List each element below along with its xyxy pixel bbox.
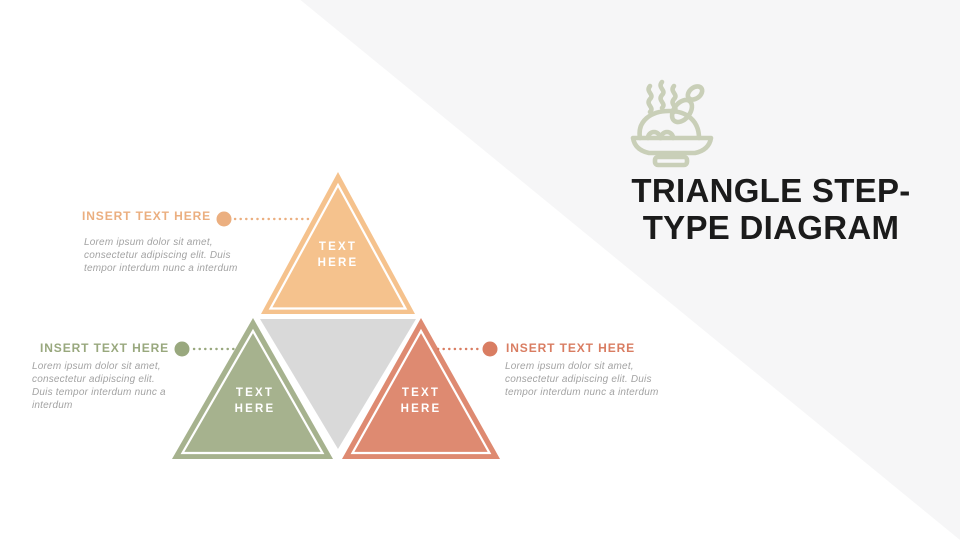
bottom-left-triangle-shape[interactable] bbox=[172, 318, 333, 459]
slide-title-line-1: TRIANGLE STEP- bbox=[631, 172, 911, 209]
bottom-left-step-body-text[interactable]: Lorem ipsum dolor sit amet, consectetur … bbox=[32, 361, 166, 411]
drumstick-bone-knob bbox=[685, 84, 705, 102]
roast-turkey-icon-strokes bbox=[630, 79, 714, 168]
top-step-body-text[interactable]: Lorem ipsum dolor sit amet, consectetur … bbox=[84, 237, 238, 274]
top-triangle-text-placeholder[interactable]: TEXT HERE bbox=[317, 241, 359, 269]
bottom-right-step-body-text[interactable]: Lorem ipsum dolor sit amet, consectetur … bbox=[505, 361, 659, 398]
top-connector-dot bbox=[216, 211, 232, 227]
platter-bowl bbox=[630, 135, 714, 156]
bottom-right-triangle-text-placeholder[interactable]: TEXT HERE bbox=[400, 387, 442, 415]
bottom-right-triangle-outline bbox=[350, 328, 492, 455]
center-inverted-triangle[interactable] bbox=[260, 319, 416, 449]
bottom-right-connector-dot bbox=[482, 341, 498, 357]
bottom-left-triangle-outline bbox=[180, 328, 325, 455]
bottom-left-step-label[interactable]: INSERT TEXT HERE bbox=[40, 341, 170, 355]
slide-title-line-2: TYPE DIAGRAM bbox=[642, 209, 900, 246]
bottom-right-triangle-shape[interactable] bbox=[342, 318, 500, 459]
turkey-body bbox=[637, 108, 702, 141]
slide-title[interactable]: TRIANGLE STEP- TYPE DIAGRAM bbox=[575, 172, 960, 246]
top-step-label[interactable]: INSERT TEXT HERE bbox=[82, 209, 212, 223]
bottom-left-triangle-text-placeholder[interactable]: TEXT HERE bbox=[234, 387, 276, 415]
bottom-left-triangle-fill[interactable] bbox=[172, 318, 333, 459]
top-triangle-fill[interactable] bbox=[261, 172, 415, 314]
top-triangle-shape[interactable] bbox=[261, 172, 415, 314]
bottom-left-connector-dot bbox=[174, 341, 190, 357]
steam-line-left bbox=[646, 83, 654, 115]
bottom-right-triangle-fill[interactable] bbox=[342, 318, 500, 459]
top-triangle-outline bbox=[268, 182, 408, 310]
platter-foot bbox=[652, 154, 690, 168]
bottom-right-step-label[interactable]: INSERT TEXT HERE bbox=[506, 341, 636, 355]
roast-turkey-icon bbox=[630, 79, 714, 168]
steam-line-middle bbox=[658, 79, 666, 111]
